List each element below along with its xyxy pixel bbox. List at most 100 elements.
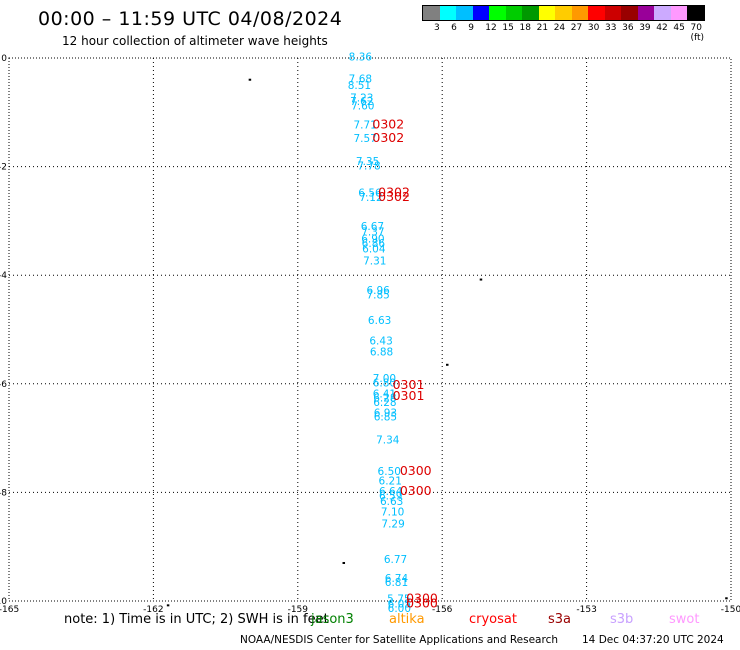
wave-height-label: 7.68 <box>349 73 372 85</box>
island-marker <box>342 561 346 564</box>
wave-height-label: 7.00 <box>373 373 396 385</box>
island-marker <box>479 278 483 281</box>
wave-height-label: 7.29 <box>381 519 404 531</box>
wave-height-label: 6.21 <box>379 475 402 487</box>
legend-label: 27 <box>570 23 583 33</box>
pass-time-label: 0300 <box>400 483 432 498</box>
wave-height-label: 6.74 <box>385 573 409 585</box>
wave-height-label: 8.36 <box>349 52 373 64</box>
wave-height-label: 6.43 <box>369 336 392 348</box>
wave-height-label: 6.28 <box>373 397 396 409</box>
pass-time-label: 0302 <box>378 184 410 199</box>
satellite-label-swot: swot <box>669 612 700 627</box>
wave-height-label: 6.67 <box>361 221 384 233</box>
wave-height-label: 6.85 <box>374 412 397 424</box>
legend-swatch <box>571 6 588 20</box>
legend-swatch <box>654 6 671 20</box>
legend-label: 6 <box>451 23 457 33</box>
wave-height-label: 7.71 <box>353 120 376 132</box>
x-tick-label: -153 <box>576 605 596 615</box>
wave-height-label: 6.50 <box>378 466 401 478</box>
wave-height-label: 7.78 <box>357 160 380 172</box>
legend-label: 39 <box>639 23 651 33</box>
island-marker <box>725 597 728 600</box>
pass-time-label: 0301 <box>393 388 425 403</box>
island-marker <box>446 363 449 366</box>
note-text: note: 1) Time is in UTC; 2) SWH is in fe… <box>64 612 329 627</box>
legend-swatch <box>423 6 440 20</box>
y-tick-label: -10 <box>0 597 7 607</box>
wave-height-label: 7.31 <box>363 255 386 267</box>
legend-swatch <box>604 6 621 20</box>
legend-label: 24 <box>553 23 566 33</box>
wave-height-label: 6.86 <box>362 238 386 250</box>
wave-height-label: 6.93 <box>374 407 397 419</box>
legend-label: 36 <box>622 23 634 33</box>
wave-height-label: 6.90 <box>361 234 384 246</box>
satellite-label-jason3: jason3 <box>311 612 354 627</box>
legend-swatch <box>538 6 555 20</box>
pass-time-label: 0302 <box>378 189 410 204</box>
legend-label: 45 <box>673 23 685 33</box>
y-tick-label: -8 <box>0 488 7 498</box>
pass-time-label: 0302 <box>372 117 404 132</box>
legend-label: 18 <box>519 23 531 33</box>
legend-labels: 3 6 9 12 15 18 21 24 27 30 33 36 39 42 45 70 (ft) <box>422 21 705 43</box>
satellite-label-cryosat: cryosat <box>469 612 517 627</box>
legend-swatch <box>439 6 456 20</box>
wave-height-label: 6.04 <box>362 243 386 255</box>
wave-height-label: 8.51 <box>348 80 371 92</box>
legend-label: 42 <box>656 23 668 33</box>
wave-height-label: 7.34 <box>376 435 400 447</box>
wave-height-label: 6.88 <box>370 347 393 359</box>
wave-height-label: 6.77 <box>384 554 407 566</box>
wave-height-label: 7.62 <box>350 96 373 108</box>
color-legend: 3 6 9 12 15 18 21 24 27 30 33 36 39 42 45 70 (ft) <box>422 5 705 43</box>
satellite-label-s3b: s3b <box>610 612 634 627</box>
legend-swatch <box>687 6 704 20</box>
x-tick-label: -162 <box>143 605 163 615</box>
pass-time-label: 0301 <box>393 377 425 392</box>
wave-height-label: 7.57 <box>353 133 376 145</box>
pass-time-label: 0300 <box>406 591 438 606</box>
y-tick-label: -2 <box>0 163 7 173</box>
legend-swatch <box>588 6 605 20</box>
legend-swatch <box>522 6 539 20</box>
legend-swatch <box>489 6 506 20</box>
map-frame <box>8 57 732 602</box>
legend-swatch <box>472 6 489 20</box>
wave-height-label: 7.35 <box>356 156 379 168</box>
wave-height-label: 7.10 <box>381 507 404 519</box>
wave-height-label: 5.75 <box>387 594 410 606</box>
wave-height-label: 6.63 <box>380 496 403 508</box>
wave-height-label: 6.63 <box>368 315 391 327</box>
pass-time-label: 0300 <box>406 596 438 611</box>
legend-swatch <box>456 6 473 20</box>
footer-timestamp: 14 Dec 04:37:20 UTC 2024 <box>582 634 724 646</box>
x-tick-label: -156 <box>432 605 453 615</box>
y-tick-label: -4 <box>0 271 7 281</box>
wave-height-label: 6.80 <box>373 378 396 390</box>
wave-height-label: 6.00 <box>388 603 411 615</box>
satellite-label-s3a: s3a <box>548 612 572 627</box>
footer-source: NOAA/NESDIS Center for Satellite Applica… <box>240 634 558 646</box>
legend-label: 3 <box>434 23 440 33</box>
wave-height-label: 6.56 <box>358 187 382 199</box>
wave-height-label: 7.12 <box>359 192 382 204</box>
legend-label: 9 <box>468 23 474 33</box>
wave-height-label: 6.81 <box>385 577 408 589</box>
satellite-label-altika: altika <box>389 612 425 627</box>
wave-height-label: 7.85 <box>366 290 389 302</box>
pass-time-label: 0302 <box>372 130 404 145</box>
y-tick-label: -6 <box>0 380 7 390</box>
legend-label: 30 <box>587 23 600 33</box>
wave-height-label: 6.28 <box>373 393 396 405</box>
wave-height-label: 7.23 <box>350 92 373 104</box>
legend-label: 33 <box>605 23 617 33</box>
wave-height-label: 6.05 <box>388 599 411 611</box>
legend-label: 70 (ft) <box>690 23 705 43</box>
island-marker <box>166 604 170 607</box>
legend-label: 15 <box>502 23 514 33</box>
wave-height-label: 6.64 <box>379 486 403 498</box>
